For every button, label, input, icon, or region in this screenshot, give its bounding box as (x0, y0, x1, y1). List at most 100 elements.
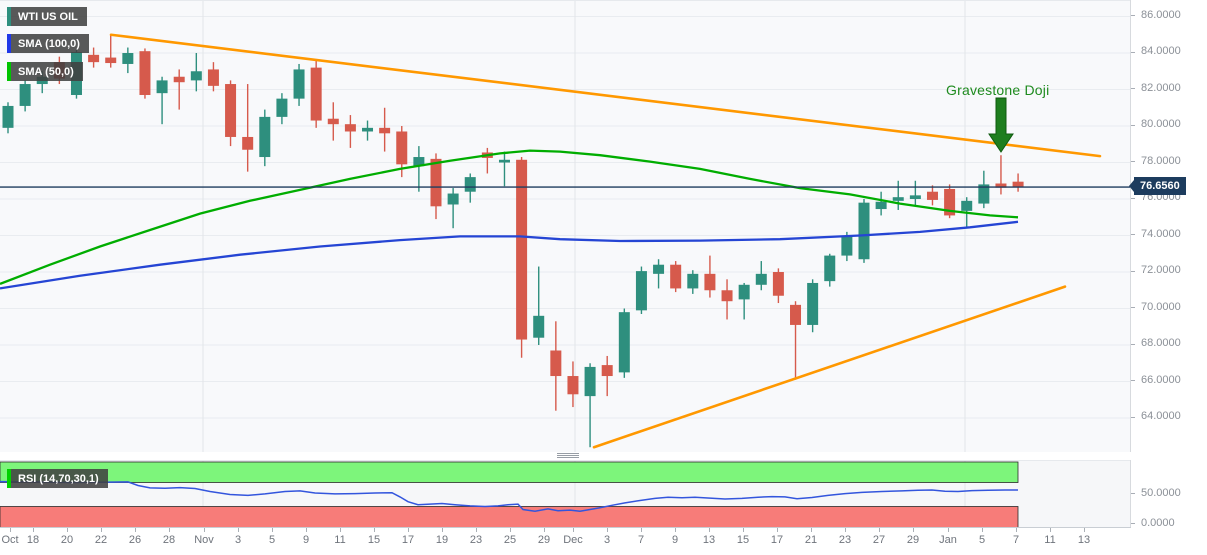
price-tick-label: 70.0000 (1141, 300, 1181, 313)
candle (687, 270, 699, 294)
candle (344, 115, 356, 148)
candle (755, 261, 767, 291)
candle (995, 155, 1007, 195)
candle (430, 153, 442, 220)
time-tick-label: 3 (603, 534, 611, 546)
price-tick (1131, 380, 1135, 381)
time-tick (845, 528, 846, 532)
trendline-ascending-support[interactable] (592, 285, 1067, 449)
candle (207, 62, 219, 92)
price-axis[interactable]: 76.6560 86.0000 84.0000 82.0000 80.0000 78.0… (1129, 0, 1207, 452)
symbol-color-marker (7, 7, 11, 26)
sma50-line (0, 149, 1019, 285)
time-tick (544, 528, 545, 532)
time-tick (948, 528, 949, 532)
time-tick (67, 528, 68, 532)
rsi-tick (1131, 493, 1135, 494)
time-tick (743, 528, 744, 532)
time-axis[interactable]: Oct 18 20 22 26 28 Nov 3 5 9 11 15 17 19 23 25 29 Dec 3 7 9 1… (0, 527, 1131, 555)
time-tick (272, 528, 273, 532)
price-tick-label: 66.0000 (1141, 373, 1181, 386)
candle (858, 199, 870, 263)
price-chart-canvas[interactable] (0, 1, 1130, 453)
time-tick-label: 23 (469, 534, 483, 546)
time-tick-label: 26 (128, 534, 142, 546)
time-tick-label: 9 (671, 534, 679, 546)
time-tick-label: 18 (26, 534, 40, 546)
candle (156, 76, 168, 125)
candle (516, 157, 528, 358)
time-tick-label: 7 (1012, 534, 1020, 546)
price-tick (1131, 88, 1135, 89)
sma100-color-marker (7, 34, 11, 53)
rsi-color-marker (7, 469, 11, 488)
legend-rsi-badge[interactable]: RSI (14,70,30,1) (7, 469, 108, 488)
time-tick (10, 528, 11, 532)
time-tick-label: 19 (435, 534, 449, 546)
time-tick-label: Oct (1, 534, 19, 546)
candle (2, 102, 14, 134)
candle (670, 261, 682, 293)
price-tick-label: 86.0000 (1141, 8, 1181, 21)
time-tick-label: 21 (804, 534, 818, 546)
main-chart-panel[interactable]: WTI US OIL SMA (100,0) SMA (50,0) Graves… (0, 0, 1130, 453)
time-tick (408, 528, 409, 532)
time-tick-label: 11 (334, 534, 346, 546)
time-tick (607, 528, 608, 532)
time-tick-label: 27 (872, 534, 886, 546)
candle (293, 63, 305, 106)
legend-symbol-badge[interactable]: WTI US OIL (7, 7, 87, 26)
candle (618, 308, 630, 378)
price-tick-label: 68.0000 (1141, 337, 1181, 349)
time-tick (1050, 528, 1051, 532)
time-tick (777, 528, 778, 532)
panel-divider[interactable] (0, 452, 1130, 460)
price-tick (1131, 234, 1135, 235)
candle (584, 363, 596, 448)
time-tick-label: 20 (60, 534, 74, 546)
candle (875, 191, 887, 216)
time-tick-label: 25 (503, 534, 517, 546)
rsi-tick-label: 50.0000 (1141, 486, 1181, 499)
time-tick (374, 528, 375, 532)
price-tick-label: 78.0000 (1141, 154, 1181, 167)
time-tick-label: 29 (537, 534, 551, 546)
candle (944, 184, 956, 219)
legend-sma100-badge[interactable]: SMA (100,0) (7, 34, 89, 53)
time-tick-label: 17 (770, 534, 784, 546)
candle (533, 266, 545, 346)
rsi-axis[interactable]: 50.0000 0.0000 (1130, 460, 1207, 540)
candle (790, 301, 802, 380)
candle (738, 282, 750, 320)
time-tick-label: Dec (563, 534, 583, 546)
rsi-panel[interactable]: RSI (14,70,30,1) (0, 460, 1130, 528)
candle (173, 69, 185, 110)
time-tick-label: 29 (906, 534, 920, 546)
time-tick (204, 528, 205, 532)
legend-sma50-badge[interactable]: SMA (50,0) (7, 62, 83, 81)
price-tick-label: 72.0000 (1141, 264, 1181, 276)
candle (635, 266, 647, 314)
candle (926, 185, 938, 206)
rsi-chart-canvas[interactable] (0, 461, 1130, 528)
gravestone-doji-annotation: Gravestone Doji (946, 82, 1050, 98)
time-tick-label: 13 (1077, 534, 1091, 546)
trendline-descending-resistance[interactable] (109, 33, 1102, 158)
time-tick (476, 528, 477, 532)
time-tick (442, 528, 443, 532)
candle (1012, 173, 1024, 192)
current-price-badge: 76.6560 (1129, 177, 1186, 195)
time-tick-label: 28 (162, 534, 176, 546)
time-tick-label: Nov (194, 534, 214, 546)
sma100-label: SMA (100,0) (18, 37, 80, 50)
divider-grip-icon[interactable] (557, 453, 579, 458)
candle (105, 34, 117, 68)
down-arrow-icon (988, 97, 1014, 153)
candle (190, 53, 202, 92)
time-tick-label: 7 (637, 534, 645, 546)
rsi-tick (1131, 523, 1135, 524)
time-tick (641, 528, 642, 532)
time-tick-label: 3 (234, 534, 242, 546)
time-tick (169, 528, 170, 532)
